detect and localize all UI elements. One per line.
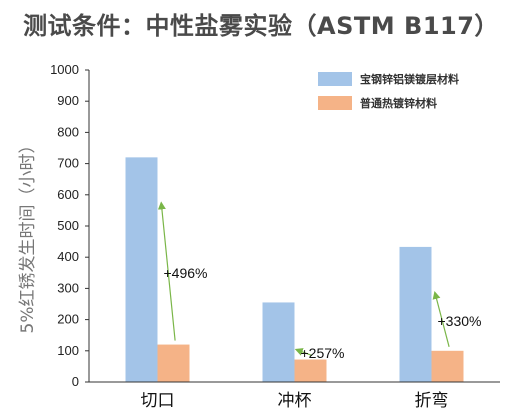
growth-annotation: +257% bbox=[301, 345, 345, 361]
y-axis-label: 5%红锈发生时间（小时） bbox=[18, 137, 38, 334]
legend-swatch bbox=[318, 72, 352, 86]
growth-arrow bbox=[157, 201, 176, 341]
bar-zn-al-mg bbox=[399, 246, 432, 382]
bar-zn-al-mg bbox=[125, 157, 158, 382]
bar-hot-dip-zinc bbox=[431, 350, 464, 382]
y-tick-label: 400 bbox=[57, 249, 79, 264]
growth-arrows: +496% +257% +330% bbox=[157, 201, 482, 361]
x-category-label: 冲杯 bbox=[278, 391, 312, 411]
y-tick-label: 900 bbox=[57, 93, 79, 108]
legend-label: 宝钢锌铝镁镀层材料 bbox=[360, 72, 459, 86]
y-tick-label: 600 bbox=[57, 187, 79, 202]
bar-hot-dip-zinc bbox=[157, 344, 190, 382]
y-axis: 0 100 200 300 400 500 600 700 800 900 1000 bbox=[50, 62, 90, 389]
y-tick-label: 200 bbox=[57, 312, 79, 327]
growth-arrow bbox=[432, 291, 450, 347]
x-category-label: 切口 bbox=[141, 391, 175, 411]
bars bbox=[125, 157, 464, 382]
bar-zn-al-mg bbox=[262, 302, 295, 382]
growth-annotation: +330% bbox=[438, 313, 482, 329]
y-tick-label: 0 bbox=[72, 374, 79, 389]
y-tick-label: 500 bbox=[57, 218, 79, 233]
chart-title: 测试条件：中性盐雾实验（ASTM B117） bbox=[23, 12, 499, 40]
y-tick-label: 300 bbox=[57, 280, 79, 295]
legend-label: 普通热镀锌材料 bbox=[360, 96, 437, 110]
y-tick-label: 1000 bbox=[50, 62, 79, 77]
legend-swatch bbox=[318, 96, 352, 110]
x-category-label: 折弯 bbox=[415, 391, 449, 411]
growth-annotation: +496% bbox=[164, 265, 208, 281]
bar-hot-dip-zinc bbox=[294, 359, 327, 382]
y-tick-label: 100 bbox=[57, 343, 79, 358]
y-tick-label: 800 bbox=[57, 124, 79, 139]
growth-arrow bbox=[294, 348, 313, 357]
x-axis: 切口 冲杯 折弯 bbox=[89, 381, 500, 411]
y-tick-label: 700 bbox=[57, 156, 79, 171]
